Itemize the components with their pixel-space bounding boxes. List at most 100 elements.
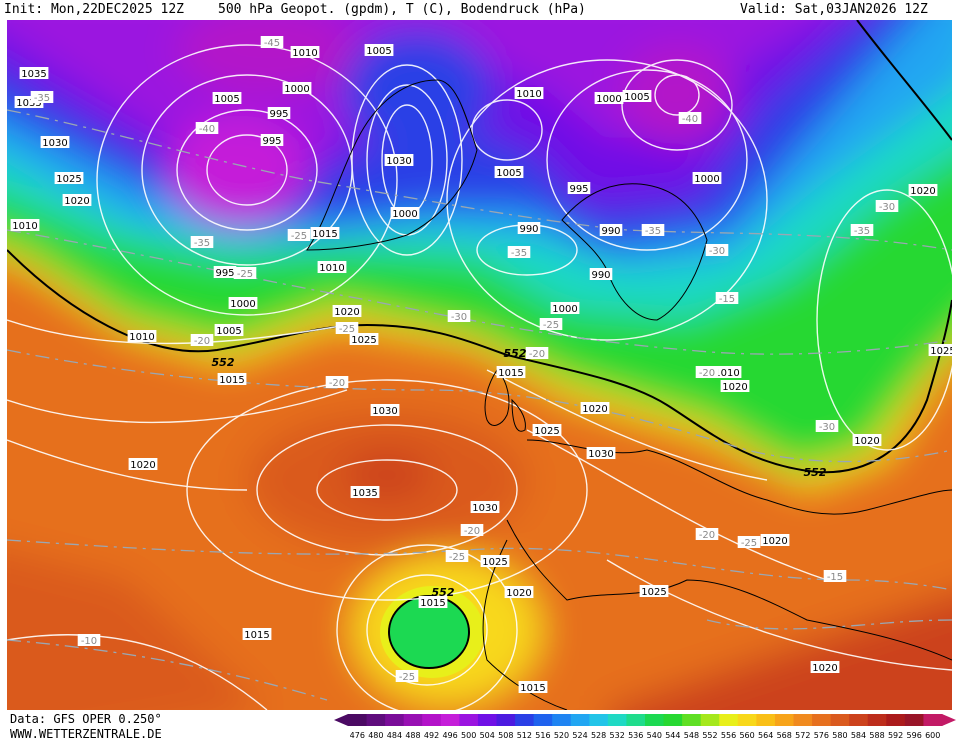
pressure-label: 1010	[290, 46, 320, 59]
pressure-label: 995	[260, 134, 284, 147]
color-legend-label: 584	[851, 731, 866, 740]
temperature-label: -20	[525, 347, 549, 360]
svg-text:1025: 1025	[641, 587, 666, 598]
svg-text:552: 552	[432, 586, 455, 599]
pressure-label: 1005	[494, 166, 524, 179]
svg-text:1000: 1000	[392, 209, 417, 220]
svg-text:1035: 1035	[352, 488, 377, 499]
color-legend-label: 524	[572, 731, 587, 740]
svg-text:1020: 1020	[762, 536, 787, 547]
color-legend-swatch	[440, 714, 460, 726]
svg-text:-25: -25	[291, 231, 307, 242]
svg-text:1000: 1000	[284, 84, 309, 95]
svg-text:-20: -20	[194, 336, 210, 347]
svg-text:-40: -40	[682, 114, 698, 125]
pressure-label: 1000	[594, 92, 624, 105]
svg-text:990: 990	[601, 226, 620, 237]
temperature-label: -25	[539, 318, 563, 331]
color-legend-label: 528	[591, 731, 606, 740]
map-header: Init: Mon,22DEC2025 12Z 500 hPa Geopot. …	[0, 0, 959, 20]
svg-text:1010: 1010	[714, 368, 739, 379]
color-legend-arrow-high	[942, 714, 956, 726]
svg-text:1000: 1000	[596, 94, 621, 105]
color-legend-label: 476	[350, 731, 365, 740]
pressure-label: 1025	[928, 344, 952, 357]
pressure-label: 995	[213, 266, 237, 279]
geopotential-labels: 552 552 552 552	[212, 347, 827, 599]
svg-text:1000: 1000	[230, 299, 255, 310]
color-legend-swatch	[533, 714, 553, 726]
color-legend-label: 520	[554, 731, 569, 740]
color-legend-swatch	[403, 714, 423, 726]
color-legend-swatch	[589, 714, 609, 726]
pressure-label: 1030	[40, 136, 70, 149]
pressure-label: 1030	[370, 404, 400, 417]
temperature-label: -15	[715, 292, 739, 305]
temperature-label: -35	[190, 236, 214, 249]
svg-text:-25: -25	[741, 538, 757, 549]
contour-552-ne	[856, 20, 952, 141]
pressure-label: 1015	[242, 628, 272, 641]
svg-text:995: 995	[569, 184, 588, 195]
color-legend-swatch	[904, 714, 924, 726]
color-legend-swatch	[774, 714, 794, 726]
svg-text:1025: 1025	[482, 557, 507, 568]
pressure-label: 1020	[810, 661, 840, 674]
color-legend-label: 552	[702, 731, 717, 740]
temperature-label: -35	[30, 91, 54, 104]
pressure-label: 1025	[639, 585, 669, 598]
svg-text:990: 990	[591, 270, 610, 281]
svg-text:1020: 1020	[64, 196, 89, 207]
color-legend-swatch	[496, 714, 516, 726]
color-legend-swatch	[645, 714, 665, 726]
pressure-label: 995	[267, 107, 291, 120]
temperature-labels: -45 -35 -40 -35 -25 -25 -20 -20 -40 -35 -30 -30 -35 -…	[30, 36, 899, 683]
color-legend-arrow-low	[334, 714, 348, 726]
color-legend-swatch	[849, 714, 869, 726]
data-source: Data: GFS OPER 0.250°	[10, 712, 162, 726]
cutoff-low-core	[389, 596, 469, 668]
geopotential-label: 552	[432, 586, 455, 599]
svg-text:-35: -35	[194, 238, 210, 249]
color-legend-swatch	[422, 714, 442, 726]
color-legend-label: 576	[814, 731, 829, 740]
pressure-label: 1030	[384, 154, 414, 167]
pressure-label: 1020	[504, 586, 534, 599]
svg-text:1010: 1010	[319, 263, 344, 274]
svg-text:1000: 1000	[552, 304, 577, 315]
temperature-label: -25	[335, 322, 359, 335]
pressure-label: 1035	[19, 67, 49, 80]
svg-text:1015: 1015	[420, 598, 445, 609]
temperature-label: -35	[507, 246, 531, 259]
temperature-label: -20	[695, 366, 719, 379]
svg-text:1015: 1015	[244, 630, 269, 641]
geopotential-field	[7, 20, 952, 710]
svg-text:1000: 1000	[694, 174, 719, 185]
pressure-label: 1035	[350, 486, 380, 499]
temperature-label: -25	[287, 229, 311, 242]
color-legend-label: 492	[424, 731, 439, 740]
svg-text:1010: 1010	[292, 48, 317, 59]
color-legend-swatch	[459, 714, 479, 726]
svg-text:-25: -25	[339, 324, 355, 335]
color-legend: 476 480 484 488 492 496 500 504 508 512 516 520 524 5…	[334, 714, 956, 740]
pressure-label: 1025	[532, 424, 562, 437]
svg-text:1010: 1010	[12, 221, 37, 232]
pressure-label: 1000	[228, 297, 258, 310]
pressure-label: 1030	[470, 501, 500, 514]
color-legend-label: 548	[684, 731, 699, 740]
color-legend-swatch	[756, 714, 776, 726]
temperature-label: -25	[233, 267, 257, 280]
pressure-label: 995	[567, 182, 591, 195]
temperature-label: -40	[678, 112, 702, 125]
pressure-label: 1005	[212, 92, 242, 105]
pressure-label: 1020	[332, 305, 362, 318]
pressure-label: 990	[517, 222, 541, 235]
svg-text:-35: -35	[511, 248, 527, 259]
color-legend-label: 572	[795, 731, 810, 740]
pressure-label: 1020	[128, 458, 158, 471]
color-legend-swatch	[366, 714, 386, 726]
svg-text:-25: -25	[399, 672, 415, 683]
temperature-label: -30	[447, 310, 471, 323]
color-legend-swatch	[812, 714, 832, 726]
